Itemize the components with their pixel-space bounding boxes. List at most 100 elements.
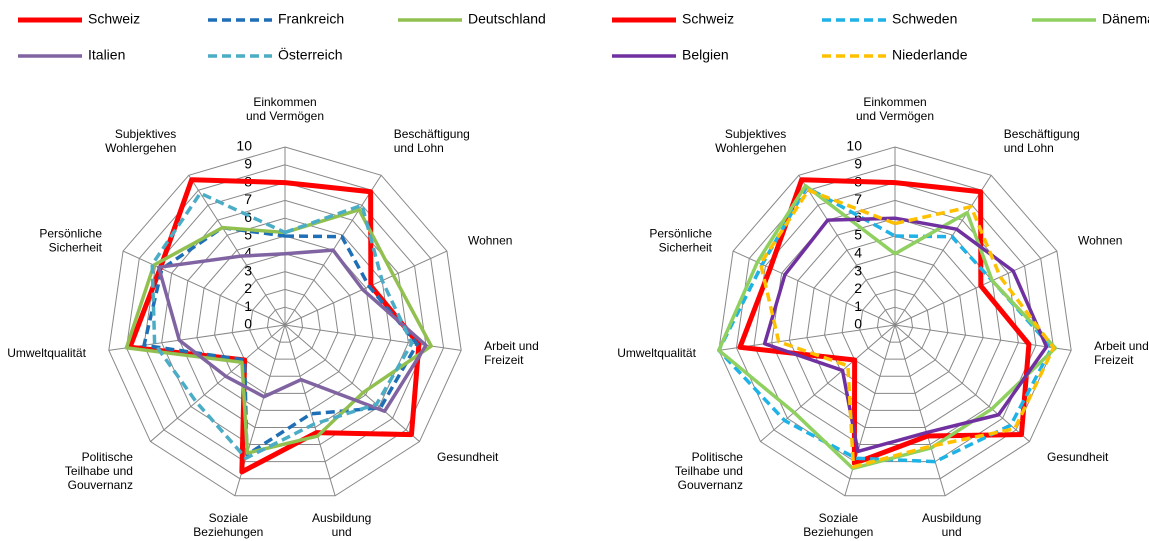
category-label: Freizeit — [484, 353, 524, 367]
grid-ring — [249, 288, 321, 360]
category-label: Beziehungen — [803, 525, 873, 539]
category-label: Arbeit und — [1094, 339, 1149, 353]
category-label: Fähigkeiten — [921, 539, 983, 541]
legend-label: Frankreich — [278, 11, 344, 27]
category-label: Wohnen — [1078, 234, 1122, 248]
category-label: Wohlergehen — [715, 141, 786, 155]
category-label: und — [942, 525, 962, 539]
category-label: Ausbildung — [312, 511, 371, 525]
category-label: Gouvernanz — [68, 478, 133, 492]
category-label: Beschäftigung — [394, 127, 470, 141]
legend-label: Schweiz — [88, 11, 140, 27]
series-line — [127, 177, 422, 475]
category-label: Freizeit — [1094, 353, 1134, 367]
spoke — [894, 324, 1030, 442]
r-tick-label: 2 — [244, 280, 252, 296]
r-tick-label: 7 — [854, 191, 862, 207]
category-label: Gesundheit — [437, 450, 499, 464]
category-label: Teilhabe und — [65, 464, 133, 478]
legend-label: Italien — [88, 47, 125, 63]
legend-label: Schweden — [892, 11, 957, 27]
r-tick-label: 3 — [244, 262, 252, 278]
grid-ring — [125, 164, 445, 480]
spoke — [284, 324, 462, 351]
r-tick-label: 4 — [244, 245, 252, 261]
legend-label: Österreich — [278, 46, 343, 63]
category-label: Fähigkeiten — [311, 539, 373, 541]
legend-label: Deutschland — [468, 11, 546, 27]
r-tick-label: 0 — [244, 316, 252, 332]
grid-ring — [196, 235, 374, 411]
spoke — [732, 250, 896, 326]
category-label: und Lohn — [1004, 141, 1054, 155]
category-label: und Lohn — [394, 141, 444, 155]
r-tick-label: 7 — [244, 191, 252, 207]
category-label: Subjektives — [115, 127, 176, 141]
grid-ring — [735, 164, 1055, 480]
category-label: Wohlergehen — [105, 141, 176, 155]
legend-label: Niederlande — [892, 47, 968, 63]
r-tick-label: 10 — [236, 138, 252, 154]
r-tick-label: 2 — [854, 280, 862, 296]
grid-ring — [108, 146, 462, 497]
grid-ring — [178, 217, 392, 428]
series-line — [717, 185, 1054, 464]
r-tick-label: 1 — [244, 298, 252, 314]
r-tick-label: 4 — [854, 245, 862, 261]
legend-label: Belgien — [682, 47, 729, 63]
category-label: Politische — [692, 450, 744, 464]
series-line — [142, 225, 419, 457]
category-label: Gouvernanz — [678, 478, 743, 492]
category-label: Teilhabe und — [675, 464, 743, 478]
r-tick-label: 5 — [244, 227, 252, 243]
category-label: Einkommen — [863, 95, 926, 109]
category-label: Beziehungen — [193, 525, 263, 539]
grid-ring — [806, 235, 984, 411]
series-line — [717, 183, 1058, 471]
spoke — [284, 324, 336, 496]
category-label: Arbeit und — [484, 339, 539, 353]
category-label: Umweltqualität — [617, 346, 696, 360]
grid-ring — [876, 306, 914, 343]
spoke — [894, 324, 946, 496]
r-tick-label: 3 — [854, 262, 862, 278]
legend-label: Dänemark — [1102, 11, 1149, 27]
category-label: Persönliche — [39, 227, 102, 241]
spoke — [894, 324, 1072, 351]
series-line — [156, 248, 428, 414]
grid-ring — [214, 253, 356, 394]
series-line — [150, 191, 414, 460]
grid-ring — [718, 146, 1072, 497]
category-label: Umweltqualität — [7, 346, 86, 360]
r-tick-label: 10 — [846, 138, 862, 154]
grid-ring — [266, 306, 304, 343]
category-label: Persönliche — [649, 227, 712, 241]
category-label: Sicherheit — [49, 241, 103, 255]
spoke — [188, 174, 286, 326]
category-label: Subjektives — [725, 127, 786, 141]
series-line — [762, 216, 1049, 454]
category-label: Sicherheit — [659, 241, 713, 255]
spoke — [122, 250, 286, 326]
r-tick-label: 5 — [854, 227, 862, 243]
grid-ring — [231, 271, 339, 377]
spoke — [894, 250, 1058, 326]
series-line — [124, 207, 433, 455]
spoke — [150, 324, 286, 442]
r-tick-label: 1 — [854, 298, 862, 314]
category-label: Beschäftigung — [1004, 127, 1080, 141]
grid-ring — [841, 271, 949, 377]
series-line — [758, 188, 1056, 469]
r-tick-label: 6 — [854, 209, 862, 225]
legend-label: Schweiz — [682, 11, 734, 27]
spoke — [284, 250, 448, 326]
category-label: Einkommen — [253, 95, 316, 109]
category-label: Soziale — [819, 511, 859, 525]
grid-ring — [859, 288, 931, 360]
category-label: Politische — [82, 450, 134, 464]
category-label: und Vermögen — [856, 109, 934, 123]
category-label: Wohnen — [468, 234, 512, 248]
grid-ring — [771, 199, 1019, 446]
